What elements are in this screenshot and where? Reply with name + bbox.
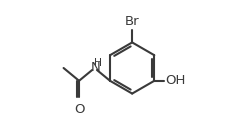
Text: OH: OH xyxy=(164,74,184,87)
Text: H: H xyxy=(93,58,101,68)
Text: Br: Br xyxy=(124,15,139,28)
Text: N: N xyxy=(90,61,100,74)
Text: O: O xyxy=(74,103,84,116)
